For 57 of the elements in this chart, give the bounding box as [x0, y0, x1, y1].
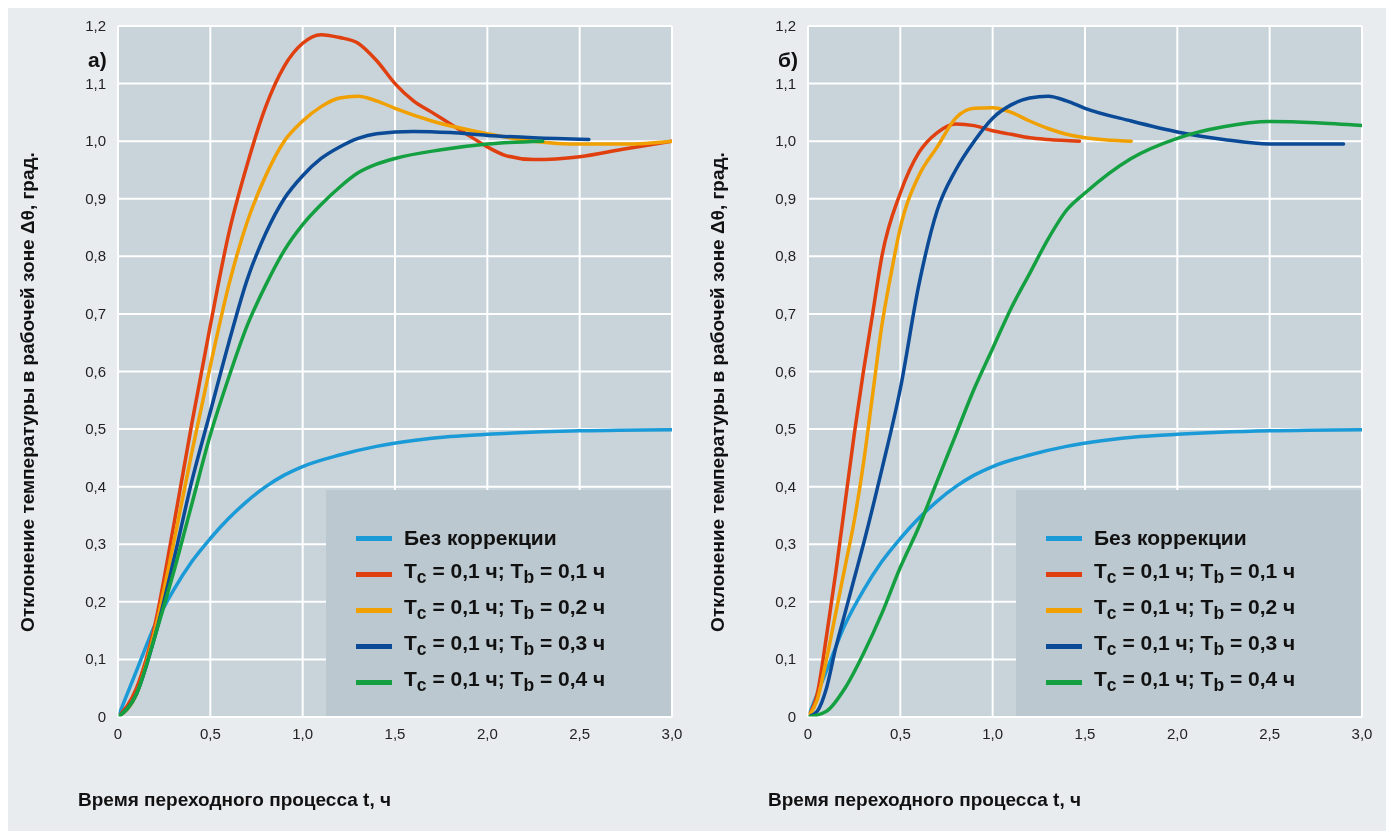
legend-label: T$_{c}$ = 0,1 ч; T$_{b}$ = 0,4 ч	[1094, 667, 1296, 697]
legend-label: T$_{c}$ = 0,1 ч; T$_{b}$ = 0,3 ч	[404, 631, 606, 661]
x-tick-label: 1,5	[1074, 725, 1096, 742]
y-tick-label: 0,2	[775, 592, 796, 610]
x-axis-title: Время переходного процесса t, ч	[78, 789, 391, 811]
y-tick-label: 0,1	[775, 650, 796, 668]
legend-label: T$_{c}$ = 0,1 ч; T$_{b}$ = 0,3 ч	[1094, 631, 1296, 661]
x-axis-title: Время переходного процесса t, ч	[768, 789, 1081, 811]
legend-label: T$_{c}$ = 0,1 ч; T$_{b}$ = 0,4 ч	[404, 667, 606, 697]
y-tick-label: 1,0	[775, 132, 796, 150]
y-tick-label: 1,2	[85, 17, 106, 34]
x-tick-label: 3,0	[1351, 725, 1373, 742]
x-tick-label: 0,5	[199, 725, 221, 742]
x-tick-label: 1,5	[384, 725, 406, 742]
x-tick-label: 0	[113, 725, 123, 742]
y-tick-label: 0,1	[85, 650, 106, 668]
x-tick-label: 2,0	[476, 725, 498, 742]
y-tick-label: 1,1	[85, 74, 106, 92]
y-tick-label: 0,6	[85, 362, 106, 380]
y-tick-label: 0,4	[85, 477, 106, 495]
y-tick-label: 1,0	[85, 132, 106, 150]
y-tick-label: 0,7	[85, 304, 106, 322]
y-tick-label: 0,7	[775, 304, 796, 322]
legend-label: Без коррекции	[404, 526, 557, 550]
y-tick-label: 0,4	[775, 477, 796, 495]
y-tick-label: 0,9	[85, 189, 106, 207]
x-tick-label: 2,5	[569, 725, 591, 742]
y-tick-label: 1,1	[775, 74, 796, 92]
x-tick-label: 0,5	[889, 725, 911, 742]
y-tick-label: 0,8	[775, 247, 796, 265]
line-series	[808, 106, 1133, 717]
x-tick-label: 0	[803, 725, 813, 742]
y-axis-title: Отклонение температуры в рабочей зоне Δθ, град.	[706, 151, 729, 632]
y-tick-label: 1,2	[775, 17, 796, 34]
x-tick-label: 2,0	[1166, 725, 1188, 742]
y-tick-label: 0,5	[85, 420, 106, 438]
y-tick-label: 0,9	[775, 189, 796, 207]
y-tick-label: 0,2	[85, 592, 106, 610]
text: б)	[778, 48, 798, 72]
legend-label: T$_{c}$ = 0,1 ч; T$_{b}$ = 0,1 ч	[404, 559, 606, 589]
y-tick-label: 0	[97, 708, 106, 725]
x-tick-label: 2,5	[1259, 725, 1281, 742]
x-tick-label: 1,0	[292, 725, 314, 742]
text: а)	[88, 48, 107, 72]
legend-label: T$_{c}$ = 0,1 ч; T$_{b}$ = 0,2 ч	[1094, 595, 1296, 625]
legend-label: T$_{c}$ = 0,1 ч; T$_{b}$ = 0,2 ч	[404, 595, 606, 625]
y-axis-title: Отклонение температуры в рабочей зоне Δθ, град.	[16, 151, 39, 632]
y-tick-label: 0,3	[775, 535, 796, 553]
legend-label: Без коррекции	[1094, 526, 1247, 550]
y-tick-label: 0,8	[85, 247, 106, 265]
legend-label: T$_{c}$ = 0,1 ч; T$_{b}$ = 0,1 ч	[1094, 559, 1296, 589]
x-tick-label: 3,0	[661, 725, 683, 742]
y-tick-label: 0	[787, 708, 796, 725]
y-tick-label: 0,5	[775, 420, 796, 438]
y-tick-label: 0,3	[85, 535, 106, 553]
x-tick-label: 1,0	[982, 725, 1004, 742]
y-tick-label: 0,6	[775, 362, 796, 380]
